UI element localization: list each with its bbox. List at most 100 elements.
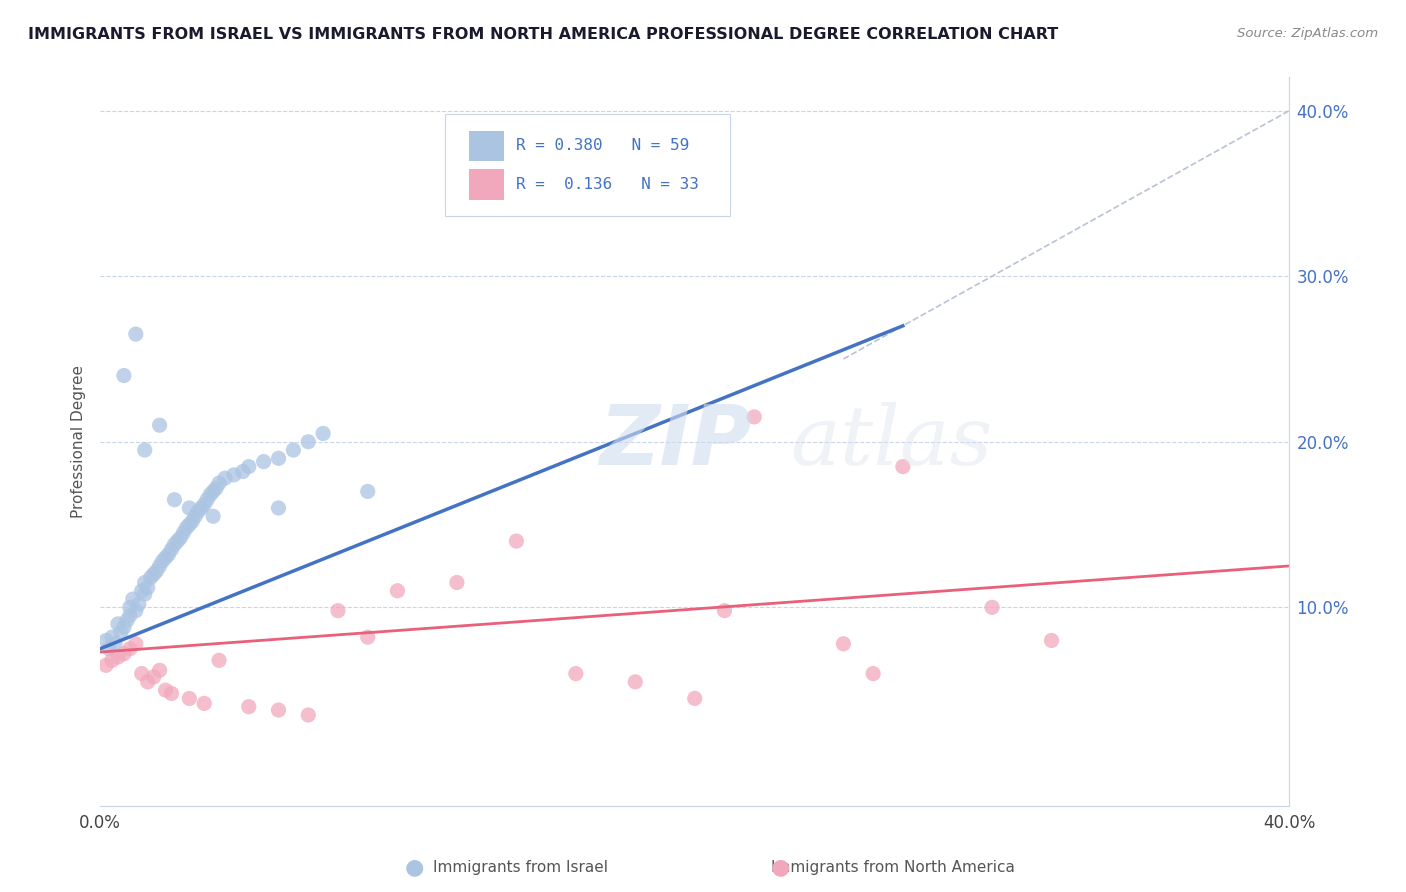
Point xyxy=(446,575,468,590)
Point xyxy=(149,663,172,677)
FancyBboxPatch shape xyxy=(446,114,731,216)
Point xyxy=(157,547,180,561)
Point xyxy=(208,476,231,491)
Point xyxy=(214,471,236,485)
Point xyxy=(179,517,201,532)
Point xyxy=(121,592,143,607)
Point xyxy=(104,637,127,651)
Point xyxy=(134,587,156,601)
Point xyxy=(232,465,254,479)
Text: ●: ● xyxy=(770,857,790,877)
Point xyxy=(128,597,150,611)
Point xyxy=(202,484,225,499)
Text: IMMIGRANTS FROM ISRAEL VS IMMIGRANTS FROM NORTH AMERICA PROFESSIONAL DEGREE CORR: IMMIGRANTS FROM ISRAEL VS IMMIGRANTS FRO… xyxy=(28,27,1059,42)
Point xyxy=(267,500,290,515)
Point xyxy=(176,521,198,535)
FancyBboxPatch shape xyxy=(468,169,505,200)
Point xyxy=(136,581,159,595)
Point xyxy=(505,534,527,549)
Point xyxy=(136,674,159,689)
Point xyxy=(891,459,914,474)
Point xyxy=(169,531,191,545)
Point xyxy=(297,434,319,449)
Point xyxy=(208,653,231,667)
Point xyxy=(387,583,409,598)
Point xyxy=(101,630,124,644)
Point xyxy=(357,630,380,644)
Text: ●: ● xyxy=(405,857,425,877)
Point xyxy=(222,467,245,482)
Point xyxy=(683,691,706,706)
Point xyxy=(267,703,290,717)
Point xyxy=(198,488,221,502)
Point xyxy=(163,537,186,551)
Point xyxy=(238,699,260,714)
Point xyxy=(118,641,141,656)
Point xyxy=(94,633,117,648)
Point xyxy=(118,608,141,623)
Point xyxy=(326,604,349,618)
Point xyxy=(134,575,156,590)
Point xyxy=(107,616,129,631)
Point xyxy=(131,666,153,681)
Point xyxy=(187,504,209,518)
Point xyxy=(742,409,765,424)
Point xyxy=(1040,633,1063,648)
Point xyxy=(297,708,319,723)
Point xyxy=(160,542,183,557)
Point xyxy=(160,686,183,700)
Point xyxy=(155,550,177,565)
Point xyxy=(115,614,138,628)
FancyBboxPatch shape xyxy=(468,130,505,161)
Point xyxy=(267,451,290,466)
Point xyxy=(312,426,335,441)
Text: atlas: atlas xyxy=(790,401,993,482)
Point xyxy=(94,658,117,673)
Point xyxy=(202,509,225,524)
Point xyxy=(142,567,165,582)
Point xyxy=(179,691,201,706)
Point xyxy=(195,492,218,507)
Point xyxy=(107,650,129,665)
Point xyxy=(283,443,305,458)
Point xyxy=(142,670,165,684)
Text: R =  0.136   N = 33: R = 0.136 N = 33 xyxy=(516,177,699,192)
Text: Immigrants from Israel: Immigrants from Israel xyxy=(433,860,607,874)
Point xyxy=(110,625,132,640)
Point xyxy=(193,697,215,711)
Y-axis label: Professional Degree: Professional Degree xyxy=(72,365,86,518)
Point xyxy=(166,534,188,549)
Point xyxy=(181,514,204,528)
Point xyxy=(253,455,276,469)
Point xyxy=(172,525,194,540)
Point xyxy=(184,509,207,524)
Point xyxy=(149,558,172,573)
Text: ZIP: ZIP xyxy=(599,401,752,483)
Point xyxy=(118,600,141,615)
Point xyxy=(139,570,162,584)
Point xyxy=(713,604,735,618)
Point xyxy=(862,666,884,681)
Point xyxy=(125,637,148,651)
Point xyxy=(163,492,186,507)
Point xyxy=(134,443,156,458)
Point xyxy=(112,368,135,383)
Text: Source: ZipAtlas.com: Source: ZipAtlas.com xyxy=(1237,27,1378,40)
Point xyxy=(125,604,148,618)
Point xyxy=(149,418,172,433)
Text: Immigrants from North America: Immigrants from North America xyxy=(770,860,1015,874)
Point xyxy=(145,564,167,578)
Point xyxy=(357,484,380,499)
Point xyxy=(152,554,174,568)
Point xyxy=(112,647,135,661)
Point xyxy=(832,637,855,651)
Point xyxy=(205,481,228,495)
Point xyxy=(190,500,212,515)
Point xyxy=(565,666,588,681)
Point xyxy=(624,674,647,689)
Point xyxy=(98,641,121,656)
Point xyxy=(238,459,260,474)
Point xyxy=(155,683,177,698)
Text: R = 0.380   N = 59: R = 0.380 N = 59 xyxy=(516,138,689,153)
Point xyxy=(112,620,135,634)
